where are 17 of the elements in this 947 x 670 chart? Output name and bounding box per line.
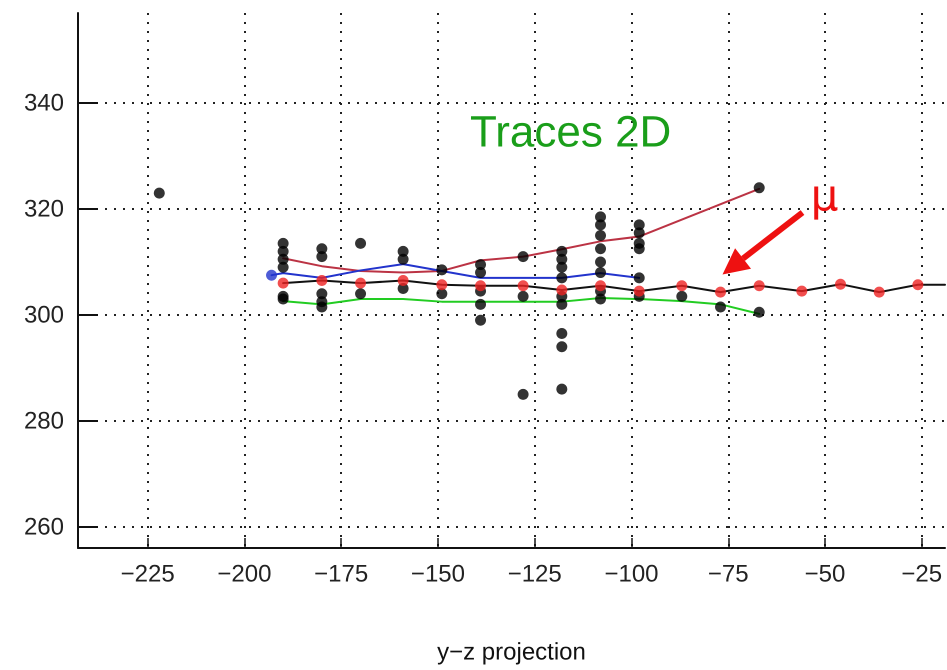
x-tick-label: −175 — [314, 560, 368, 588]
y-tick-label: 260 — [24, 513, 64, 540]
x-tick-label: −150 — [410, 560, 465, 588]
x-tick-label: −225 — [120, 560, 175, 588]
x-tick-label: −125 — [508, 560, 562, 588]
annotation: Traces 2D — [470, 108, 672, 156]
y-tick-label: 340 — [24, 90, 64, 117]
x-tick-label: −25 — [901, 560, 942, 588]
y-tick-label: 280 — [24, 407, 64, 434]
x-tick-label: −75 — [708, 560, 749, 588]
x-axis-title: y−z projection — [437, 638, 586, 666]
y-tick-label: 320 — [24, 195, 64, 222]
x-tick-label: −200 — [217, 560, 272, 588]
x-tick-label: −100 — [604, 560, 659, 588]
x-tick-label: −50 — [804, 560, 846, 588]
annotation: μ — [810, 170, 839, 222]
y-tick-label: 300 — [24, 301, 64, 328]
